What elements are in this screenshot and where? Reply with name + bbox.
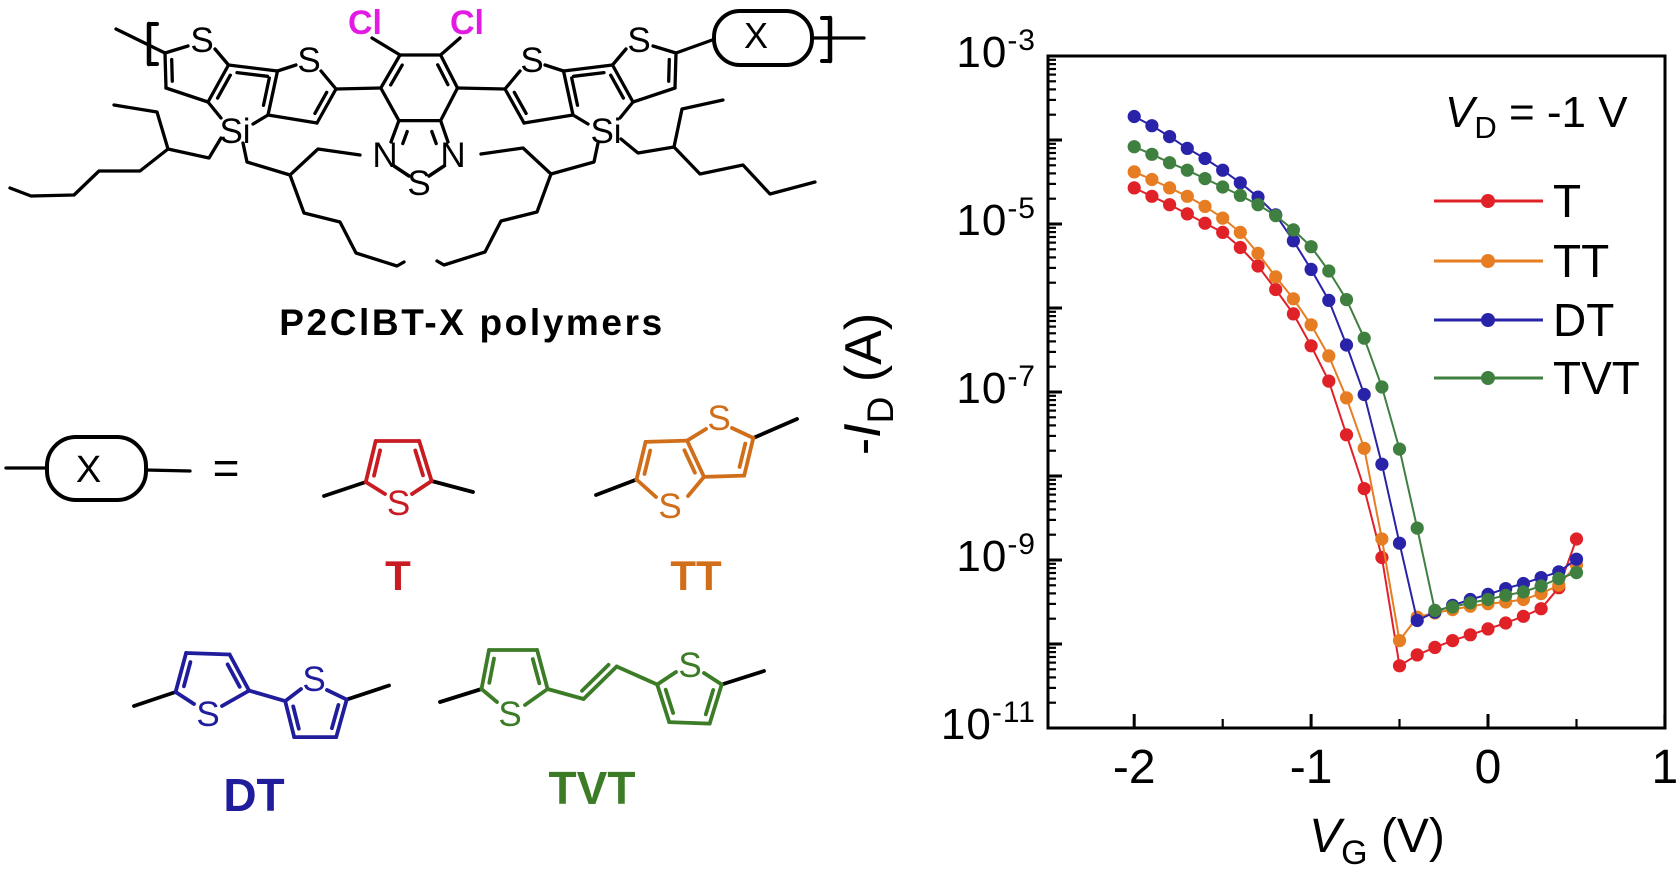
- svg-text:X: X: [76, 449, 101, 491]
- svg-text:TT: TT: [670, 552, 722, 599]
- svg-text:S: S: [707, 399, 730, 438]
- svg-text:TT: TT: [1553, 235, 1609, 287]
- svg-text:1: 1: [1652, 741, 1676, 794]
- svg-text:N: N: [372, 136, 397, 175]
- svg-text:VG (V): VG (V): [1309, 810, 1445, 872]
- svg-text:S: S: [627, 21, 650, 60]
- svg-text:Si: Si: [590, 112, 621, 151]
- svg-text:TVT: TVT: [549, 762, 636, 814]
- svg-text:X: X: [744, 15, 768, 56]
- svg-text:Cl: Cl: [450, 4, 484, 42]
- svg-text:S: S: [196, 695, 219, 734]
- svg-text:S: S: [190, 21, 213, 60]
- svg-text:TVT: TVT: [1553, 352, 1640, 404]
- svg-text:S: S: [498, 695, 521, 734]
- svg-text:S: S: [297, 41, 320, 80]
- svg-text:S: S: [658, 487, 681, 526]
- svg-text:DT: DT: [1553, 294, 1614, 346]
- svg-text:P2ClBT-X polymers: P2ClBT-X polymers: [279, 302, 665, 343]
- svg-text:Cl: Cl: [348, 4, 382, 42]
- svg-text:0: 0: [1475, 741, 1502, 794]
- svg-text:-2: -2: [1113, 741, 1156, 794]
- svg-text:Si: Si: [219, 112, 250, 151]
- svg-text:N: N: [440, 136, 465, 175]
- svg-text:S: S: [387, 484, 410, 523]
- svg-text:-ID (A): -ID (A): [834, 313, 901, 455]
- svg-text:T: T: [385, 552, 411, 599]
- svg-text:DT: DT: [223, 769, 284, 821]
- svg-text:VD = -1 V: VD = -1 V: [1445, 88, 1628, 145]
- svg-text:S: S: [520, 41, 543, 80]
- svg-text:S: S: [407, 164, 430, 203]
- svg-text:T: T: [1553, 175, 1581, 227]
- svg-text:S: S: [302, 660, 325, 699]
- svg-text:S: S: [678, 646, 701, 685]
- svg-text:=: =: [213, 442, 240, 494]
- svg-text:-1: -1: [1290, 741, 1333, 794]
